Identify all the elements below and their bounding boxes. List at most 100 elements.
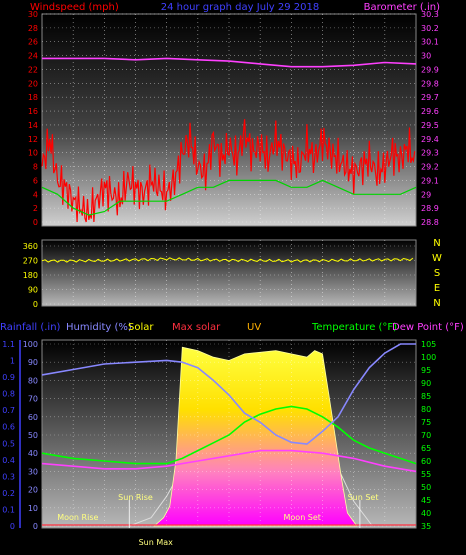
x-tick: 20 [349, 230, 359, 239]
y-rain-tick: 0.1 [2, 505, 15, 514]
y-left-tick: 90 [28, 286, 38, 295]
y-left-tick: 24 [28, 52, 38, 61]
compass-letter: W [432, 253, 442, 264]
moon-rise-label: Moon Rise [57, 513, 98, 522]
y-temp-tick: 50 [421, 483, 431, 492]
barometer-line [42, 57, 417, 68]
compass-letter: S [434, 268, 440, 279]
y-left-tick: 8 [33, 163, 38, 172]
y-rain-tick: 0.8 [2, 390, 15, 399]
y-rain-tick: 0.3 [2, 472, 15, 481]
y-humidity-tick: 10 [28, 504, 38, 513]
x-tick: 08 [162, 539, 172, 548]
y-right-tick: 29.5 [421, 121, 439, 130]
compass-letter: N [433, 238, 440, 249]
x-tick: 06 [130, 539, 140, 548]
legend-dewpoint: Dew Point (°F) [392, 322, 464, 333]
y-left-tick: 22 [28, 65, 38, 74]
legend-temperature: Temperature (°F) [311, 322, 397, 333]
x-tick: 18 [317, 230, 327, 239]
x-tick: 14 [255, 539, 265, 548]
y-right-tick: 30.3 [421, 10, 439, 19]
sun-set-label: Sun Set [348, 493, 379, 502]
dewpoint-line [41, 449, 417, 473]
y-right-tick: 29.7 [421, 93, 439, 102]
windspeed-line [41, 119, 416, 223]
x-tick: 16 [286, 539, 296, 548]
y-right-tick: 28.8 [421, 218, 439, 227]
x-tick: 22 [380, 230, 390, 239]
x-tick: 04 [99, 230, 109, 239]
y-rain-tick: 0.6 [2, 423, 15, 432]
y-left-tick: 18 [28, 93, 38, 102]
y-right-tick: 29.4 [421, 135, 439, 144]
y-humidity-tick: 20 [28, 486, 38, 495]
y-left-tick: 0 [33, 300, 38, 309]
humidity-line [41, 343, 416, 445]
y-left-tick: 360 [23, 242, 38, 251]
y-left-tick: 28 [28, 24, 38, 33]
y-rain-tick: 0.5 [2, 439, 15, 448]
y-right-tick: 29.9 [421, 65, 439, 74]
y-right-tick: 29.3 [421, 149, 439, 158]
y-left-tick: 30 [28, 10, 38, 19]
y-humidity-tick: 40 [28, 449, 38, 458]
panel1-chart: 02468101214161820222426283028.828.92929.… [28, 10, 439, 239]
sun-max-label: Sun Max [139, 538, 174, 547]
y-right-tick: 30.1 [421, 38, 439, 47]
y-left-tick: 10 [28, 149, 38, 158]
y-left-tick: 0 [33, 218, 38, 227]
x-tick: 06 [130, 230, 140, 239]
legend-humidity: Humidity (%) [66, 322, 132, 333]
y-temp-tick: 100 [421, 353, 436, 362]
compass-letter: N [433, 298, 440, 309]
y-temp-tick: 105 [421, 340, 436, 349]
y-right-tick: 29.1 [421, 176, 439, 185]
y-rain-tick: 0.4 [2, 456, 15, 465]
x-tick: 16 [286, 230, 296, 239]
y-temp-tick: 95 [421, 366, 431, 375]
y-left-tick: 270 [23, 257, 38, 266]
y-rain-tick: 0.2 [2, 489, 15, 498]
x-tick: 00 [411, 230, 421, 239]
header-center: 24 hour graph day July 29 2018 [161, 2, 320, 13]
y-humidity-tick: 70 [28, 395, 38, 404]
compass-letter: E [434, 283, 440, 294]
y-rain-tick: 0 [10, 522, 15, 531]
y-right-tick: 30.2 [421, 24, 439, 33]
y-temp-tick: 35 [421, 522, 431, 531]
y-temp-tick: 45 [421, 496, 431, 505]
y-humidity-tick: 50 [28, 431, 38, 440]
y-temp-tick: 40 [421, 509, 431, 518]
x-tick: 02 [68, 230, 78, 239]
y-right-tick: 29.8 [421, 79, 439, 88]
moon-set-label: Moon Set [284, 513, 321, 522]
y-humidity-tick: 80 [28, 376, 38, 385]
header-left: Windspeed (mph) [30, 2, 119, 13]
y-temp-tick: 70 [421, 431, 431, 440]
y-right-tick: 29 [421, 190, 431, 199]
x-tick: 18 [317, 539, 327, 548]
y-humidity-tick: 0 [33, 522, 38, 531]
x-tick: 22 [380, 539, 390, 548]
legend-solar: Solar [128, 322, 154, 333]
y-humidity-tick: 90 [28, 358, 38, 367]
x-tick: 12 [224, 539, 234, 548]
panel3-chart: 0 10 20 30 40 50 60 70 80 90 100 0 0.1 0.2 0.3 0.4 0.5 0.… [2, 340, 436, 548]
y-left-tick: 14 [28, 121, 38, 130]
x-tick: 00 [411, 539, 421, 548]
y-rain-tick: 0.9 [2, 373, 15, 382]
y-temp-tick: 65 [421, 444, 431, 453]
wind-direction-line [41, 257, 414, 263]
y-temp-tick: 85 [421, 392, 431, 401]
header-right: Barometer (.in) [364, 2, 440, 13]
x-tick: 08 [162, 230, 172, 239]
legend-maxsolar: Max solar [172, 322, 221, 333]
y-humidity-tick: 60 [28, 413, 38, 422]
y-temp-tick: 55 [421, 470, 431, 479]
y-left-tick: 20 [28, 79, 38, 88]
y-humidity-tick: 30 [28, 467, 38, 476]
y-right-tick: 28.9 [421, 204, 439, 213]
